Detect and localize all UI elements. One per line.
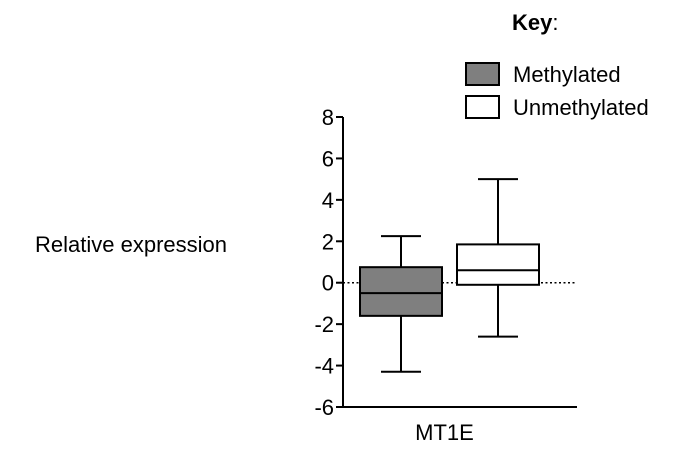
iqr-box: [456, 243, 540, 286]
plot-area: [343, 178, 577, 373]
legend-swatch-unmethylated: [465, 95, 500, 119]
y-tick-label: -2: [314, 312, 334, 337]
y-tick-label: -6: [314, 395, 334, 420]
y-tick-label: -4: [314, 354, 334, 379]
box-methylated: [359, 235, 443, 373]
y-tick-label: 8: [322, 105, 334, 130]
y-axis-label: Relative expression: [35, 232, 227, 257]
legend-label-unmethylated: Unmethylated: [513, 95, 649, 120]
box-unmethylated: [456, 178, 540, 338]
x-category-label: MT1E: [415, 420, 474, 445]
iqr-box: [359, 266, 443, 317]
axes: 8 6 4 2 0 -2 -4 -6 MT1E: [314, 105, 577, 445]
legend-swatch-methylated: [465, 62, 500, 86]
y-tick-label: 2: [322, 229, 334, 254]
y-tick-label: 0: [322, 271, 334, 296]
legend-title: Key:: [512, 10, 558, 35]
legend: Key: Methylated Unmethylated: [465, 10, 649, 120]
y-tick-label: 4: [322, 188, 334, 213]
legend-label-methylated: Methylated: [513, 62, 621, 87]
y-tick-label: 6: [322, 146, 334, 171]
